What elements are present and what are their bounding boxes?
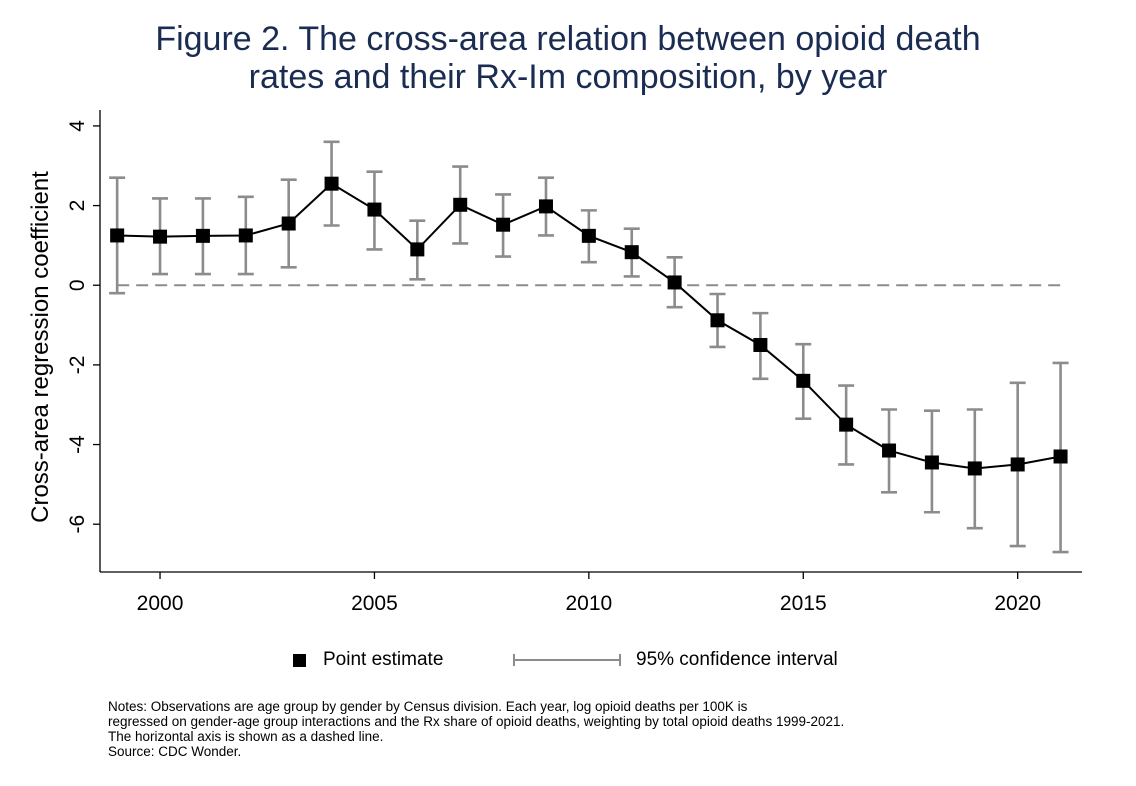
notes-line-4: Source: CDC Wonder. <box>108 744 242 759</box>
legend-ci-label: 95% confidence interval <box>636 649 838 670</box>
legend-point-marker <box>293 654 306 667</box>
x-tick-label: 2010 <box>565 592 612 615</box>
point-estimate-marker <box>924 455 939 470</box>
point-estimate-marker <box>581 228 596 243</box>
chart-legend: Point estimate 95% confidence interval <box>0 648 1136 676</box>
point-estimate-marker <box>410 242 425 257</box>
point-estimate-marker <box>710 313 725 328</box>
point-estimate-marker <box>195 228 210 243</box>
legend-ci-marker <box>513 654 621 666</box>
x-tick-label: 2000 <box>137 592 184 615</box>
notes-line-2: regressed on gender-age group interactio… <box>108 714 845 729</box>
notes-line-3: The horizontal axis is shown as a dashed… <box>108 729 384 744</box>
y-tick-label: 0 <box>66 279 89 291</box>
point-estimate-marker <box>238 228 253 243</box>
point-estimate-marker <box>453 197 468 212</box>
legend-point-label: Point estimate <box>323 649 444 670</box>
y-axis-title: Cross-area regression coefficient <box>27 171 54 523</box>
point-estimate-marker <box>281 216 296 231</box>
y-tick-label: -4 <box>66 435 89 454</box>
chart-notes: Notes: Observations are age group by gen… <box>108 699 844 759</box>
point-estimate-marker <box>967 461 982 476</box>
point-estimate-marker <box>882 443 897 458</box>
point-estimate-marker <box>496 217 511 232</box>
point-estimate-marker <box>153 229 168 244</box>
point-estimate-marker <box>753 337 768 352</box>
y-tick-label: 4 <box>66 120 89 132</box>
point-estimate-marker <box>538 199 553 214</box>
point-estimate-marker <box>667 275 682 290</box>
point-estimate-marker <box>624 245 639 260</box>
y-tick-label: -2 <box>66 356 89 375</box>
x-tick-label: 2020 <box>994 592 1041 615</box>
chart-title: Figure 2. The cross-area relation betwee… <box>0 20 1136 96</box>
point-estimate-marker <box>1053 449 1068 464</box>
y-tick-label: -6 <box>66 515 89 534</box>
point-estimate-marker <box>110 228 125 243</box>
x-tick-label: 2005 <box>351 592 398 615</box>
point-estimate-marker <box>324 176 339 191</box>
notes-line-1: Notes: Observations are age group by gen… <box>108 699 748 714</box>
point-estimate-marker <box>1010 457 1025 472</box>
point-estimate-marker <box>796 373 811 388</box>
point-estimate-marker <box>367 202 382 217</box>
x-tick-label: 2015 <box>780 592 827 615</box>
chart-title-line-1: Figure 2. The cross-area relation betwee… <box>155 20 981 58</box>
chart-title-line-2: rates and their Rx-Im composition, by ye… <box>248 58 888 96</box>
point-estimate-marker <box>839 417 854 432</box>
y-tick-label: 2 <box>66 200 89 212</box>
